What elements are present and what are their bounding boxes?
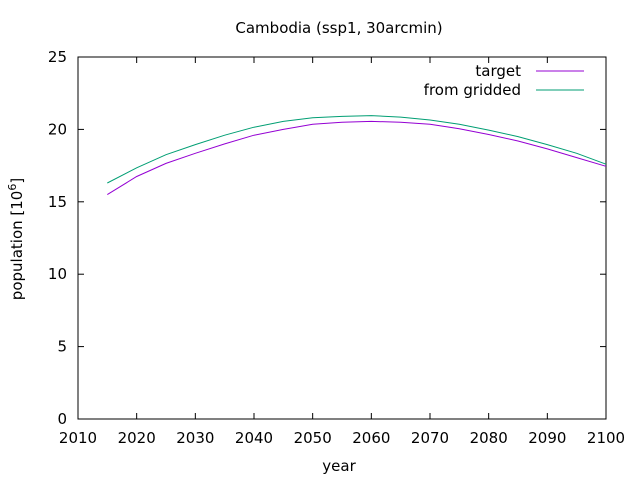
plot-frame <box>77 56 607 420</box>
x-tick-label: 2030 <box>176 429 214 447</box>
x-tick-label: 2070 <box>411 429 449 447</box>
x-axis-label: year <box>322 457 356 475</box>
y-tick-label: 0 <box>57 410 67 428</box>
y-tick-label: 25 <box>48 48 67 66</box>
y-tick-label: 15 <box>48 193 67 211</box>
y-axis-label-base: population [10 <box>8 191 26 301</box>
y-tick-label: 5 <box>57 338 67 356</box>
series-line-from-gridded <box>107 115 607 184</box>
series-lines <box>107 115 607 196</box>
x-tick-label: 2020 <box>118 429 156 447</box>
series-line-target <box>107 120 607 196</box>
axes <box>77 56 607 420</box>
chart-title: Cambodia (ssp1, 30arcmin) <box>235 19 442 37</box>
x-tick-label: 2090 <box>528 429 566 447</box>
y-axis-label: population [106] <box>6 178 26 300</box>
y-tick-label: 10 <box>48 265 67 283</box>
x-tick-label: 2080 <box>470 429 508 447</box>
y-tick-label: 20 <box>48 120 67 138</box>
x-tick-label: 2060 <box>352 429 390 447</box>
legend-label-target: target <box>475 62 521 80</box>
y-axis-label-close: ] <box>8 178 26 184</box>
x-ticks: 2010 2020 2030 2040 2050 2060 2070 2080 2090 2100 <box>59 57 625 447</box>
legend-label-from-gridded: from gridded <box>424 81 521 99</box>
y-axis-label-exponent: 6 <box>6 184 19 191</box>
x-tick-label: 2100 <box>587 429 625 447</box>
x-tick-label: 2040 <box>235 429 273 447</box>
y-ticks: 0 5 10 15 20 25 <box>48 48 606 428</box>
x-tick-label: 2050 <box>294 429 332 447</box>
x-tick-label: 2010 <box>59 429 97 447</box>
